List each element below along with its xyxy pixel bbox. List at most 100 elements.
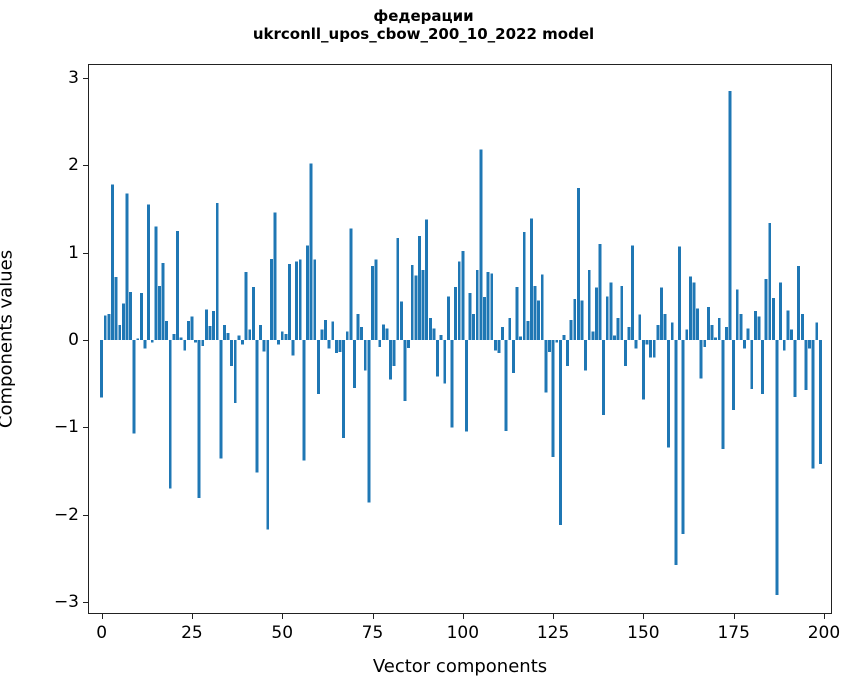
bar	[197, 340, 201, 499]
bar	[504, 340, 508, 431]
y-axis-tick-label: 3	[68, 68, 79, 89]
bar	[526, 320, 530, 340]
bar	[461, 250, 465, 340]
bar	[439, 334, 443, 340]
bar	[111, 184, 114, 340]
bar	[714, 337, 718, 340]
bar	[367, 340, 371, 503]
y-axis-tick	[83, 427, 89, 429]
bar	[399, 301, 403, 340]
bar	[266, 340, 270, 530]
bar	[634, 340, 638, 349]
bar	[576, 188, 580, 340]
bar	[768, 223, 772, 340]
bar	[233, 340, 237, 403]
bar	[566, 340, 569, 367]
bar	[623, 340, 627, 367]
bar	[103, 315, 107, 340]
bar	[316, 340, 320, 395]
bar	[118, 325, 122, 340]
bar	[793, 340, 797, 397]
bar	[692, 282, 696, 340]
bar	[815, 322, 819, 340]
bar	[515, 286, 519, 340]
bar	[529, 218, 533, 340]
bar	[497, 340, 501, 354]
bar	[735, 289, 739, 340]
bar	[457, 261, 461, 340]
x-axis-tick-label: 150	[627, 623, 660, 643]
bar	[360, 326, 364, 340]
bar	[327, 340, 331, 349]
bar	[356, 313, 360, 340]
bar	[652, 340, 656, 358]
x-axis-tick-label: 100	[446, 623, 480, 643]
bar	[605, 296, 609, 340]
bar	[613, 335, 616, 340]
x-axis-tick	[462, 613, 464, 619]
bar	[706, 306, 710, 340]
bar	[696, 308, 700, 340]
y-axis-tick-label: 2	[68, 155, 79, 176]
x-axis-tick-label: 200	[807, 623, 841, 643]
bar	[215, 202, 219, 340]
bar	[594, 287, 598, 340]
bar	[302, 340, 306, 461]
bar	[349, 228, 353, 340]
bar	[511, 340, 515, 374]
bar	[226, 333, 230, 340]
bar	[681, 340, 685, 534]
x-axis-tick-label: 175	[717, 623, 750, 643]
bar	[620, 285, 624, 340]
bar	[100, 340, 104, 398]
bar	[486, 271, 490, 340]
bar	[403, 340, 407, 402]
bar	[306, 245, 309, 340]
bar	[280, 331, 284, 340]
x-axis-tick	[733, 613, 735, 619]
bar	[580, 300, 584, 340]
bar	[363, 340, 367, 371]
y-axis-label-text: Components values	[0, 249, 17, 429]
bar	[136, 338, 140, 340]
bar	[129, 291, 132, 340]
bar	[338, 340, 342, 353]
bar	[334, 340, 338, 354]
bar	[371, 265, 374, 340]
bar	[450, 340, 454, 428]
x-axis-tick	[823, 613, 825, 619]
bar	[345, 331, 349, 340]
bar	[248, 329, 252, 340]
bar	[291, 340, 295, 356]
y-axis-tick	[83, 252, 89, 254]
bar	[208, 326, 212, 340]
bar	[771, 298, 775, 340]
bar	[728, 91, 732, 340]
bar	[313, 259, 317, 340]
chart-title-line-2: ukrconll_upos_cbow_200_10_2022 model	[252, 24, 595, 43]
bar	[230, 340, 234, 367]
bar	[389, 340, 393, 380]
bar	[522, 231, 526, 340]
bar	[609, 282, 613, 340]
bar	[537, 300, 541, 340]
bar	[790, 329, 793, 340]
bar	[746, 328, 750, 340]
x-axis-tick-label: 75	[361, 623, 384, 643]
bar	[808, 340, 811, 349]
plot-axes: 3 2 1 0 −1 −2 −3 0 25 50 75 100 125 150 175 200	[54, 64, 840, 643]
bar	[732, 340, 736, 410]
bar	[161, 263, 165, 340]
bars-svg	[100, 91, 822, 595]
bar	[432, 328, 436, 340]
chart-title-line-1: федерации	[373, 7, 474, 25]
bar	[244, 271, 248, 340]
bar	[154, 226, 158, 340]
bar	[150, 340, 154, 343]
bar	[121, 303, 125, 340]
chart-title: федерации ukrconll_upos_cbow_200_10_2022…	[0, 7, 847, 43]
bar	[320, 329, 324, 340]
bar	[407, 340, 411, 348]
bar	[685, 329, 689, 340]
bar	[587, 270, 591, 340]
